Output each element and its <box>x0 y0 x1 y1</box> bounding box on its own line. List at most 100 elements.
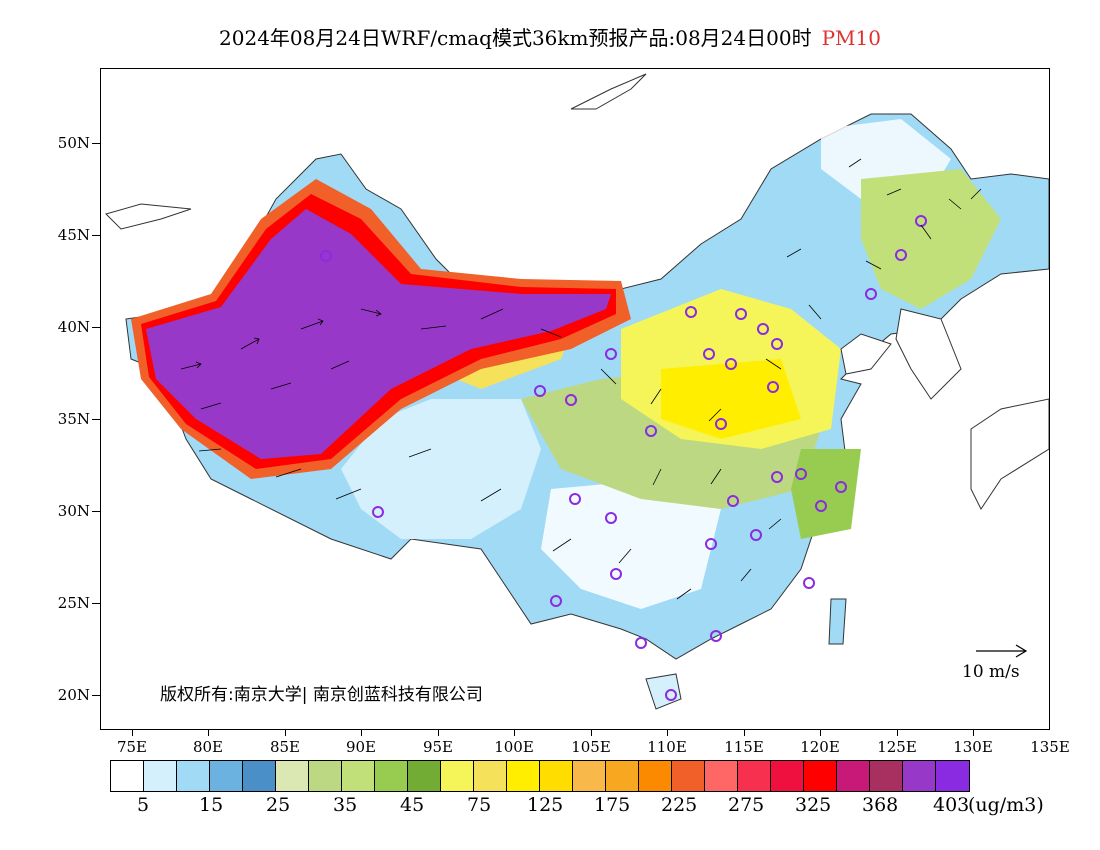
lon-tick <box>591 730 592 736</box>
colorbar-cell <box>837 761 870 791</box>
lat-label-45n: 45N <box>57 226 90 244</box>
colorbar-cell <box>507 761 540 791</box>
colorbar-cell <box>342 761 375 791</box>
lon-tick <box>820 730 821 736</box>
lon-tick <box>285 730 286 736</box>
colorbar-cell <box>441 761 474 791</box>
colorbar-label: 75 <box>467 794 492 816</box>
lon-label-75e: 75E <box>116 738 148 756</box>
colorbar-cell <box>606 761 639 791</box>
map-title: 2024年08月24日WRF/cmaq模式36km预报产品:08月24日00时 P… <box>0 22 1100 51</box>
lon-label-100e: 100E <box>494 738 534 756</box>
korea-peninsula <box>895 308 962 400</box>
taiwan-island <box>828 598 847 645</box>
lon-label-85e: 85E <box>269 738 301 756</box>
bohai-sea <box>840 333 892 375</box>
station-markers <box>320 215 927 701</box>
colorbar-cell <box>309 761 342 791</box>
colorbar-cell <box>936 761 969 791</box>
lat-tick <box>92 327 100 328</box>
colorbar-cell <box>276 761 309 791</box>
colorbar-label: 125 <box>527 794 564 816</box>
lat-tick <box>92 695 100 696</box>
lat-label-25n: 25N <box>57 594 90 612</box>
colorbar-cell <box>111 761 144 791</box>
title-variable: PM10 <box>821 26 881 50</box>
lon-label-130e: 130E <box>953 738 993 756</box>
lat-tick <box>92 235 100 236</box>
lon-label-115e: 115E <box>724 738 764 756</box>
colorbar-cell <box>144 761 177 791</box>
colorbar-unit: (ug/m3) <box>968 794 1044 816</box>
lat-label-50n: 50N <box>57 134 90 152</box>
colorbar-label: 225 <box>661 794 698 816</box>
wind-reference-label: 10 m/s <box>962 662 1020 682</box>
colorbar-cell <box>639 761 672 791</box>
colorbar-cell <box>243 761 276 791</box>
lon-label-105e: 105E <box>571 738 611 756</box>
colorbar-cell <box>738 761 771 791</box>
colorbar-cell <box>210 761 243 791</box>
lon-tick <box>973 730 974 736</box>
colorbar <box>110 760 970 792</box>
colorbar-label: 45 <box>400 794 425 816</box>
lon-label-125e: 125E <box>877 738 917 756</box>
colorbar-label: 25 <box>266 794 291 816</box>
colorbar-label: 5 <box>137 794 150 816</box>
lon-tick <box>744 730 745 736</box>
colorbar-cell <box>903 761 936 791</box>
colorbar-cell <box>804 761 837 791</box>
lon-tick <box>132 730 133 736</box>
lon-tick <box>208 730 209 736</box>
lon-label-135e: 135E <box>1030 738 1070 756</box>
wind-vectors <box>180 158 982 600</box>
lat-tick <box>92 143 100 144</box>
lon-tick <box>514 730 515 736</box>
lon-label-90e: 90E <box>345 738 377 756</box>
copyright-text: 版权所有:南京大学| 南京创蓝科技有限公司 <box>160 685 483 705</box>
japan-islands <box>970 398 1049 510</box>
lon-label-110e: 110E <box>647 738 687 756</box>
green-zone-east <box>791 449 861 539</box>
colorbar-label: 403 <box>933 794 970 816</box>
purple-zone-taklimakan <box>146 209 611 459</box>
colorbar-label: 35 <box>333 794 358 816</box>
wind-reference-arrow <box>976 644 1028 658</box>
colorbar-label: 15 <box>199 794 224 816</box>
pm10-map <box>105 73 1049 710</box>
colorbar-cell <box>672 761 705 791</box>
colorbar-cell <box>771 761 804 791</box>
colorbar-cell <box>408 761 441 791</box>
colorbar-label: 275 <box>728 794 765 816</box>
balkhash-coast <box>105 203 192 230</box>
lat-tick <box>92 511 100 512</box>
sakhalin-coast <box>570 73 647 110</box>
colorbar-cell <box>705 761 738 791</box>
yellow-zone-center <box>661 359 801 439</box>
colorbar-cell <box>375 761 408 791</box>
lat-label-35n: 35N <box>57 410 90 428</box>
lon-tick <box>667 730 668 736</box>
colorbar-cell <box>177 761 210 791</box>
lon-label-80e: 80E <box>192 738 224 756</box>
colorbar-cell <box>573 761 606 791</box>
lat-label-30n: 30N <box>57 502 90 520</box>
lat-tick <box>92 603 100 604</box>
lon-label-95e: 95E <box>422 738 454 756</box>
colorbar-cell <box>474 761 507 791</box>
clean-zone-southwest <box>341 399 541 539</box>
colorbar-cell <box>540 761 573 791</box>
lat-label-40n: 40N <box>57 318 90 336</box>
lat-tick <box>92 419 100 420</box>
lon-tick <box>361 730 362 736</box>
lon-tick <box>897 730 898 736</box>
colorbar-label: 175 <box>594 794 631 816</box>
clean-zone-south <box>541 479 721 609</box>
lat-label-20n: 20N <box>57 686 90 704</box>
lon-label-120e: 120E <box>800 738 840 756</box>
colorbar-label: 325 <box>795 794 832 816</box>
title-main: 2024年08月24日WRF/cmaq模式36km预报产品:08月24日00时 <box>219 26 812 50</box>
map-panel[interactable] <box>100 68 1050 730</box>
lon-tick <box>438 730 439 736</box>
colorbar-cell <box>870 761 903 791</box>
